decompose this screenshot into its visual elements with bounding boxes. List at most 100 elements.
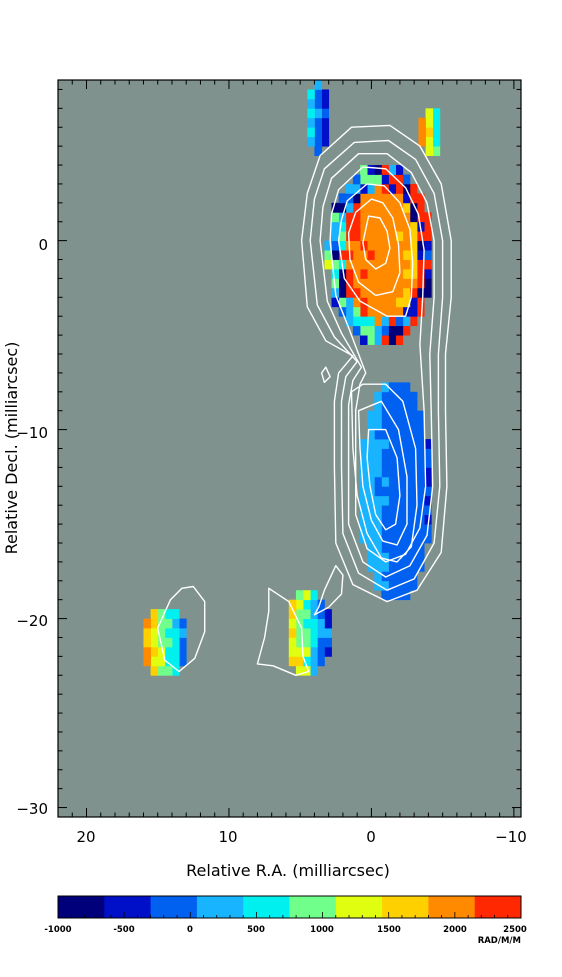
rm-pixel bbox=[360, 316, 368, 327]
rm-pixel bbox=[424, 439, 432, 449]
rm-pixel bbox=[388, 231, 397, 242]
rm-pixel bbox=[402, 325, 411, 336]
rm-pixel bbox=[179, 628, 187, 638]
rm-pixel bbox=[388, 429, 397, 440]
rm-pixel bbox=[303, 609, 311, 619]
rm-pixel bbox=[409, 183, 418, 194]
rm-pixel bbox=[381, 580, 389, 591]
colorbar-cell bbox=[84, 896, 92, 918]
rm-pixel bbox=[307, 89, 315, 100]
colorbar-cell bbox=[507, 896, 515, 918]
colorbar-cell bbox=[196, 896, 205, 918]
rm-pixel bbox=[164, 646, 173, 657]
rm-pixel bbox=[295, 599, 304, 610]
rm-pixel bbox=[150, 609, 159, 619]
rm-pixel bbox=[345, 259, 354, 270]
rm-pixel bbox=[388, 467, 397, 478]
y-axis-title: Relative Decl. (milliarcsec) bbox=[2, 342, 21, 555]
rm-pixel bbox=[374, 533, 382, 544]
rm-pixel bbox=[143, 618, 151, 629]
rm-pixel bbox=[360, 165, 368, 175]
rm-pixel bbox=[424, 495, 432, 506]
rm-pixel bbox=[352, 193, 361, 204]
rm-pixel bbox=[409, 580, 418, 591]
rm-pixel bbox=[150, 637, 159, 648]
rm-pixel bbox=[307, 108, 315, 119]
rm-pixel bbox=[352, 231, 361, 242]
rm-pixel bbox=[374, 552, 382, 563]
colorbar bbox=[58, 896, 522, 918]
rm-pixel bbox=[409, 391, 418, 402]
rm-pixel bbox=[295, 609, 304, 619]
rm-pixel bbox=[381, 335, 389, 345]
rm-pixel bbox=[367, 420, 375, 430]
rm-pixel bbox=[395, 287, 404, 298]
rm-pixel bbox=[395, 571, 404, 582]
plot-background bbox=[58, 80, 521, 817]
rm-pixel bbox=[381, 410, 389, 421]
rm-pixel bbox=[402, 250, 411, 260]
rm-pixel bbox=[288, 646, 297, 657]
rm-pixel bbox=[409, 439, 418, 449]
colorbar-cell bbox=[355, 896, 363, 918]
rm-pixel bbox=[402, 524, 411, 534]
rm-pixel bbox=[352, 306, 361, 317]
rm-pixel bbox=[417, 231, 425, 242]
rm-pixel bbox=[402, 590, 411, 601]
contour-c3 bbox=[319, 153, 435, 578]
rm-pixel bbox=[179, 637, 187, 648]
rm-pixel bbox=[310, 665, 318, 676]
rm-pixel bbox=[164, 618, 173, 629]
rm-pixel bbox=[164, 609, 173, 619]
rm-pixel bbox=[381, 495, 389, 506]
rm-pixel bbox=[388, 382, 397, 393]
rm-pixel bbox=[381, 486, 389, 497]
rm-pixel bbox=[367, 278, 375, 289]
rm-pixel bbox=[317, 628, 325, 638]
rm-pixel bbox=[395, 278, 404, 289]
contour-c2 bbox=[309, 139, 444, 591]
rm-pixel bbox=[381, 420, 389, 430]
colorbar-cell bbox=[216, 896, 224, 918]
rm-pixel bbox=[179, 618, 187, 629]
rm-pixel bbox=[381, 590, 389, 601]
rm-pixel bbox=[425, 127, 434, 138]
rm-pixel bbox=[395, 410, 404, 421]
rm-pixel bbox=[417, 259, 425, 270]
rm-pixel bbox=[381, 476, 389, 487]
colorbar-label-1000: 1000 bbox=[310, 925, 334, 935]
axis-ticks bbox=[57, 80, 521, 817]
rm-pixel bbox=[310, 599, 318, 610]
rm-pixel bbox=[331, 278, 340, 289]
colorbar-cell bbox=[110, 896, 119, 918]
rm-pixel bbox=[402, 259, 411, 270]
rm-pixel bbox=[374, 221, 382, 232]
rm-pixel bbox=[360, 259, 368, 270]
rm-pixel bbox=[360, 448, 368, 459]
rm-pixel bbox=[367, 174, 375, 185]
colorbar-label-500: 500 bbox=[247, 925, 265, 935]
rm-pixel bbox=[367, 306, 375, 317]
colorbar-frame bbox=[57, 895, 522, 919]
rm-pixel bbox=[409, 259, 418, 270]
rm-pixel bbox=[424, 467, 432, 478]
rm-pixel bbox=[352, 259, 361, 270]
rm-pixel bbox=[171, 665, 180, 676]
rm-pixel bbox=[425, 117, 434, 128]
colorbar-cell bbox=[190, 896, 198, 918]
rm-pixel bbox=[388, 495, 397, 506]
rm-pixel bbox=[388, 486, 397, 497]
rm-pixel bbox=[345, 316, 354, 327]
rm-pixel bbox=[417, 448, 425, 459]
rm-pixel bbox=[360, 467, 368, 478]
colorbar-cell bbox=[428, 896, 436, 918]
rm-pixel bbox=[409, 448, 418, 459]
colorbar-cell bbox=[375, 896, 383, 918]
contour-c7 bbox=[362, 215, 391, 270]
rm-pixel bbox=[310, 646, 318, 657]
rm-pixel bbox=[367, 467, 375, 478]
colorbar-label-minus-1000: -1000 bbox=[44, 925, 71, 935]
rm-pixel bbox=[395, 439, 404, 449]
rm-pixel bbox=[360, 221, 368, 232]
rm-pixel bbox=[417, 467, 425, 478]
